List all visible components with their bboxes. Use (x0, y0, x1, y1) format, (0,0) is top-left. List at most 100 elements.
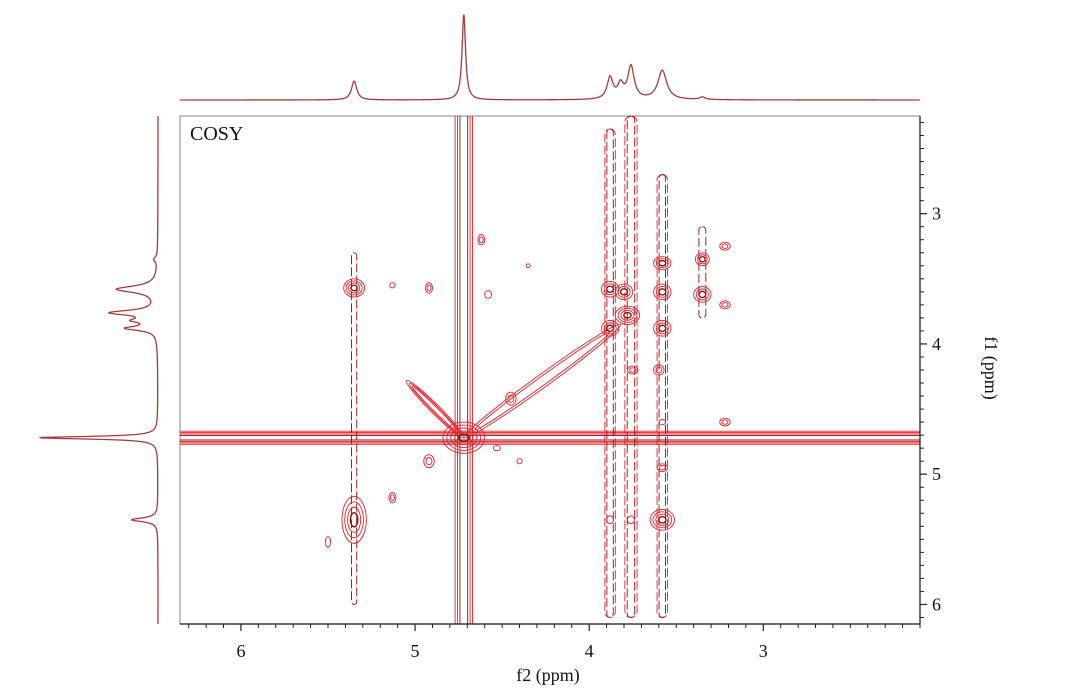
contour-peak (653, 256, 672, 271)
contour-peak (627, 515, 635, 525)
contour-streak (457, 116, 471, 624)
f1-projection-spectrum (38, 116, 159, 624)
contour-peak (426, 284, 432, 292)
contour-peak (655, 366, 663, 374)
contour-peak (693, 286, 712, 303)
contour-peak (605, 324, 615, 333)
y-tick-label: 3 (932, 204, 941, 224)
contour-peak (349, 512, 359, 528)
contour-peak (652, 511, 673, 529)
contour-peak (658, 419, 667, 426)
contour-peak (446, 424, 482, 451)
contour-peak (658, 259, 667, 267)
contour-peak (605, 285, 615, 294)
y-tick-label: 6 (932, 594, 941, 614)
contour-peak (695, 288, 709, 301)
contour-peak (454, 430, 474, 445)
contour-peak (525, 263, 531, 269)
contour-peak (484, 290, 493, 299)
contour-peak (350, 284, 358, 292)
contour-peak (423, 454, 435, 469)
contour-streak (459, 116, 469, 624)
contour-streak (606, 128, 614, 618)
contour-peak (655, 322, 669, 335)
contour-peak (623, 311, 632, 319)
contour-peak (388, 491, 397, 504)
contour-peak (389, 282, 396, 289)
x-axis: 6 5 4 3 (180, 623, 921, 661)
contour-peak (658, 288, 667, 296)
y-axis: 3 4 5 6 (919, 116, 941, 624)
contour-peak (649, 508, 675, 531)
contour-peak (658, 465, 666, 471)
contour-peak (655, 513, 670, 526)
contour-peak (719, 241, 731, 251)
contour-peak (697, 254, 708, 265)
x-tick-label: 3 (759, 641, 768, 661)
contour-peak (478, 236, 484, 244)
contour-peak (656, 463, 668, 473)
contour-peak (653, 283, 672, 301)
contour-ridge (474, 331, 610, 431)
contour-streak (351, 252, 358, 605)
contour-peak (450, 427, 478, 448)
f2-projection-spectrum (180, 14, 920, 101)
contour-peak (627, 365, 639, 375)
y-axis-title: f1 (ppm) (980, 336, 1001, 399)
contour-peak (658, 324, 667, 333)
f1-projection-trace (38, 116, 159, 624)
contour-streak (454, 116, 473, 624)
contour-peak (425, 457, 433, 466)
contour-streak (626, 116, 636, 618)
contour-peak (425, 282, 433, 294)
contour-peak (617, 307, 638, 323)
x-axis-title: f2 (ppm) (516, 665, 579, 686)
contour-peak (698, 256, 706, 263)
contour-peak (655, 285, 669, 298)
contour-peak (341, 495, 367, 544)
contour-peak (507, 394, 515, 403)
contour-peak (698, 290, 707, 299)
contour-peak (345, 280, 363, 296)
contour-peak (719, 300, 731, 310)
contour-peak (653, 364, 665, 376)
contour-peak (390, 494, 395, 502)
contour-peak (657, 515, 667, 524)
contour-peak (721, 243, 729, 249)
contour-ridge (411, 385, 459, 433)
chart-title: COSY (190, 123, 243, 145)
contour-peak (516, 458, 523, 465)
contour-peak (619, 288, 629, 296)
x-tick-label: 4 (585, 641, 594, 661)
contour-peak (324, 536, 332, 548)
y-tick-label: 5 (932, 464, 941, 484)
contour-layer (180, 116, 920, 624)
contour-streak (180, 432, 920, 444)
contour-peak (603, 322, 617, 335)
contour-streak (698, 226, 707, 319)
contour-peak (477, 234, 486, 246)
contour-peak (600, 320, 620, 337)
contour-peak (721, 419, 729, 425)
contour-peak (347, 506, 362, 533)
contour-peak (457, 433, 470, 443)
contour-streak (658, 174, 666, 618)
contour-peak (614, 305, 641, 325)
contour-peak (653, 320, 672, 337)
contour-streak (180, 435, 920, 441)
contour-peak (721, 302, 729, 308)
contour-peak (655, 258, 669, 269)
contour-peak (629, 367, 637, 373)
contour-peak (442, 421, 486, 454)
contour-peak (505, 391, 517, 406)
contour-peak (614, 283, 634, 301)
contour-peak (620, 309, 635, 321)
contour-peak (606, 515, 615, 525)
contour-peak (492, 445, 501, 452)
x-tick-label: 6 (236, 641, 245, 661)
contour-streak (180, 433, 920, 442)
contour-streak (180, 430, 920, 445)
y-tick-label: 4 (932, 334, 941, 354)
contour-peak (348, 282, 361, 294)
